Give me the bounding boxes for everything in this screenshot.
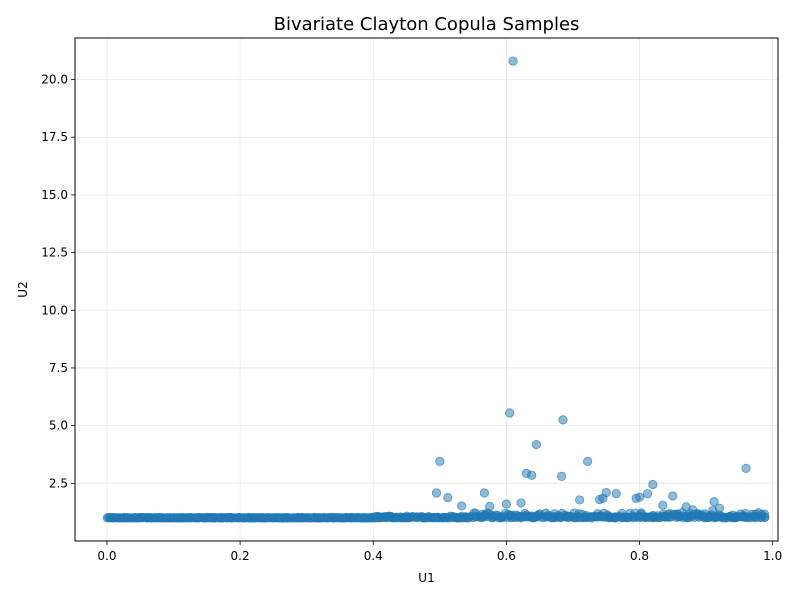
x-axis: 0.0 0.2 0.4 0.6 0.8 1.0 — [97, 541, 782, 563]
data-point — [634, 492, 645, 502]
x-tick-label: 0.0 — [97, 549, 116, 563]
data-point — [583, 456, 593, 466]
plot-area — [74, 37, 779, 542]
data-point — [558, 415, 568, 425]
x-tick-label: 0.4 — [364, 549, 383, 563]
data-point — [648, 479, 658, 490]
data-point — [457, 501, 467, 511]
data-point — [431, 488, 442, 498]
data-point — [658, 500, 668, 510]
data-point — [760, 512, 770, 522]
data-point — [575, 495, 585, 505]
chart-title: Bivariate Clayton Copula Samples — [274, 14, 580, 35]
data-point — [557, 471, 567, 481]
data-point — [531, 439, 541, 450]
x-tick-label: 0.6 — [497, 549, 516, 563]
data-point — [485, 501, 495, 511]
y-tick-label: 10.0 — [41, 303, 68, 317]
y-tick-label: 17.5 — [41, 130, 68, 144]
data-point — [688, 505, 698, 515]
y-axis-label: U2 — [16, 281, 30, 297]
grid — [75, 38, 778, 541]
data-point — [661, 511, 671, 521]
data-point — [642, 489, 653, 499]
x-tick-label: 1.0 — [763, 549, 782, 563]
data-point — [479, 488, 490, 498]
data-point — [516, 498, 526, 508]
x-tick-label: 0.2 — [231, 549, 250, 563]
data-point — [668, 491, 678, 501]
data-point — [505, 408, 515, 418]
data-point — [673, 509, 683, 520]
y-axis: 2.5 5.0 7.5 10.0 12.5 15.0 17.5 20.0 — [41, 73, 75, 490]
y-tick-label: 12.5 — [41, 246, 68, 260]
data-point — [611, 489, 621, 499]
data-point — [741, 463, 751, 473]
x-axis-label: U1 — [418, 571, 434, 585]
data-point — [501, 499, 511, 509]
data-point — [435, 456, 445, 466]
data-point — [527, 470, 537, 480]
y-tick-label: 5.0 — [49, 419, 68, 433]
data-point — [443, 493, 453, 503]
y-tick-label: 20.0 — [41, 73, 68, 87]
data-point — [728, 510, 738, 520]
y-tick-label: 2.5 — [49, 476, 68, 490]
data-point — [708, 505, 718, 516]
data-point — [508, 56, 518, 66]
y-tick-label: 7.5 — [49, 361, 68, 375]
x-tick-label: 0.8 — [630, 549, 649, 563]
data-point — [709, 497, 719, 507]
data-points — [102, 56, 770, 523]
y-tick-label: 15.0 — [41, 188, 68, 202]
data-point — [738, 512, 748, 522]
data-point — [718, 513, 728, 523]
data-point — [594, 494, 605, 505]
